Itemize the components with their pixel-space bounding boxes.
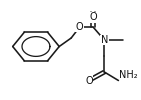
Text: O: O	[76, 22, 83, 32]
Text: NH₂: NH₂	[119, 70, 138, 80]
Text: O: O	[89, 12, 97, 22]
Text: N: N	[101, 35, 108, 45]
Text: O: O	[85, 76, 93, 86]
